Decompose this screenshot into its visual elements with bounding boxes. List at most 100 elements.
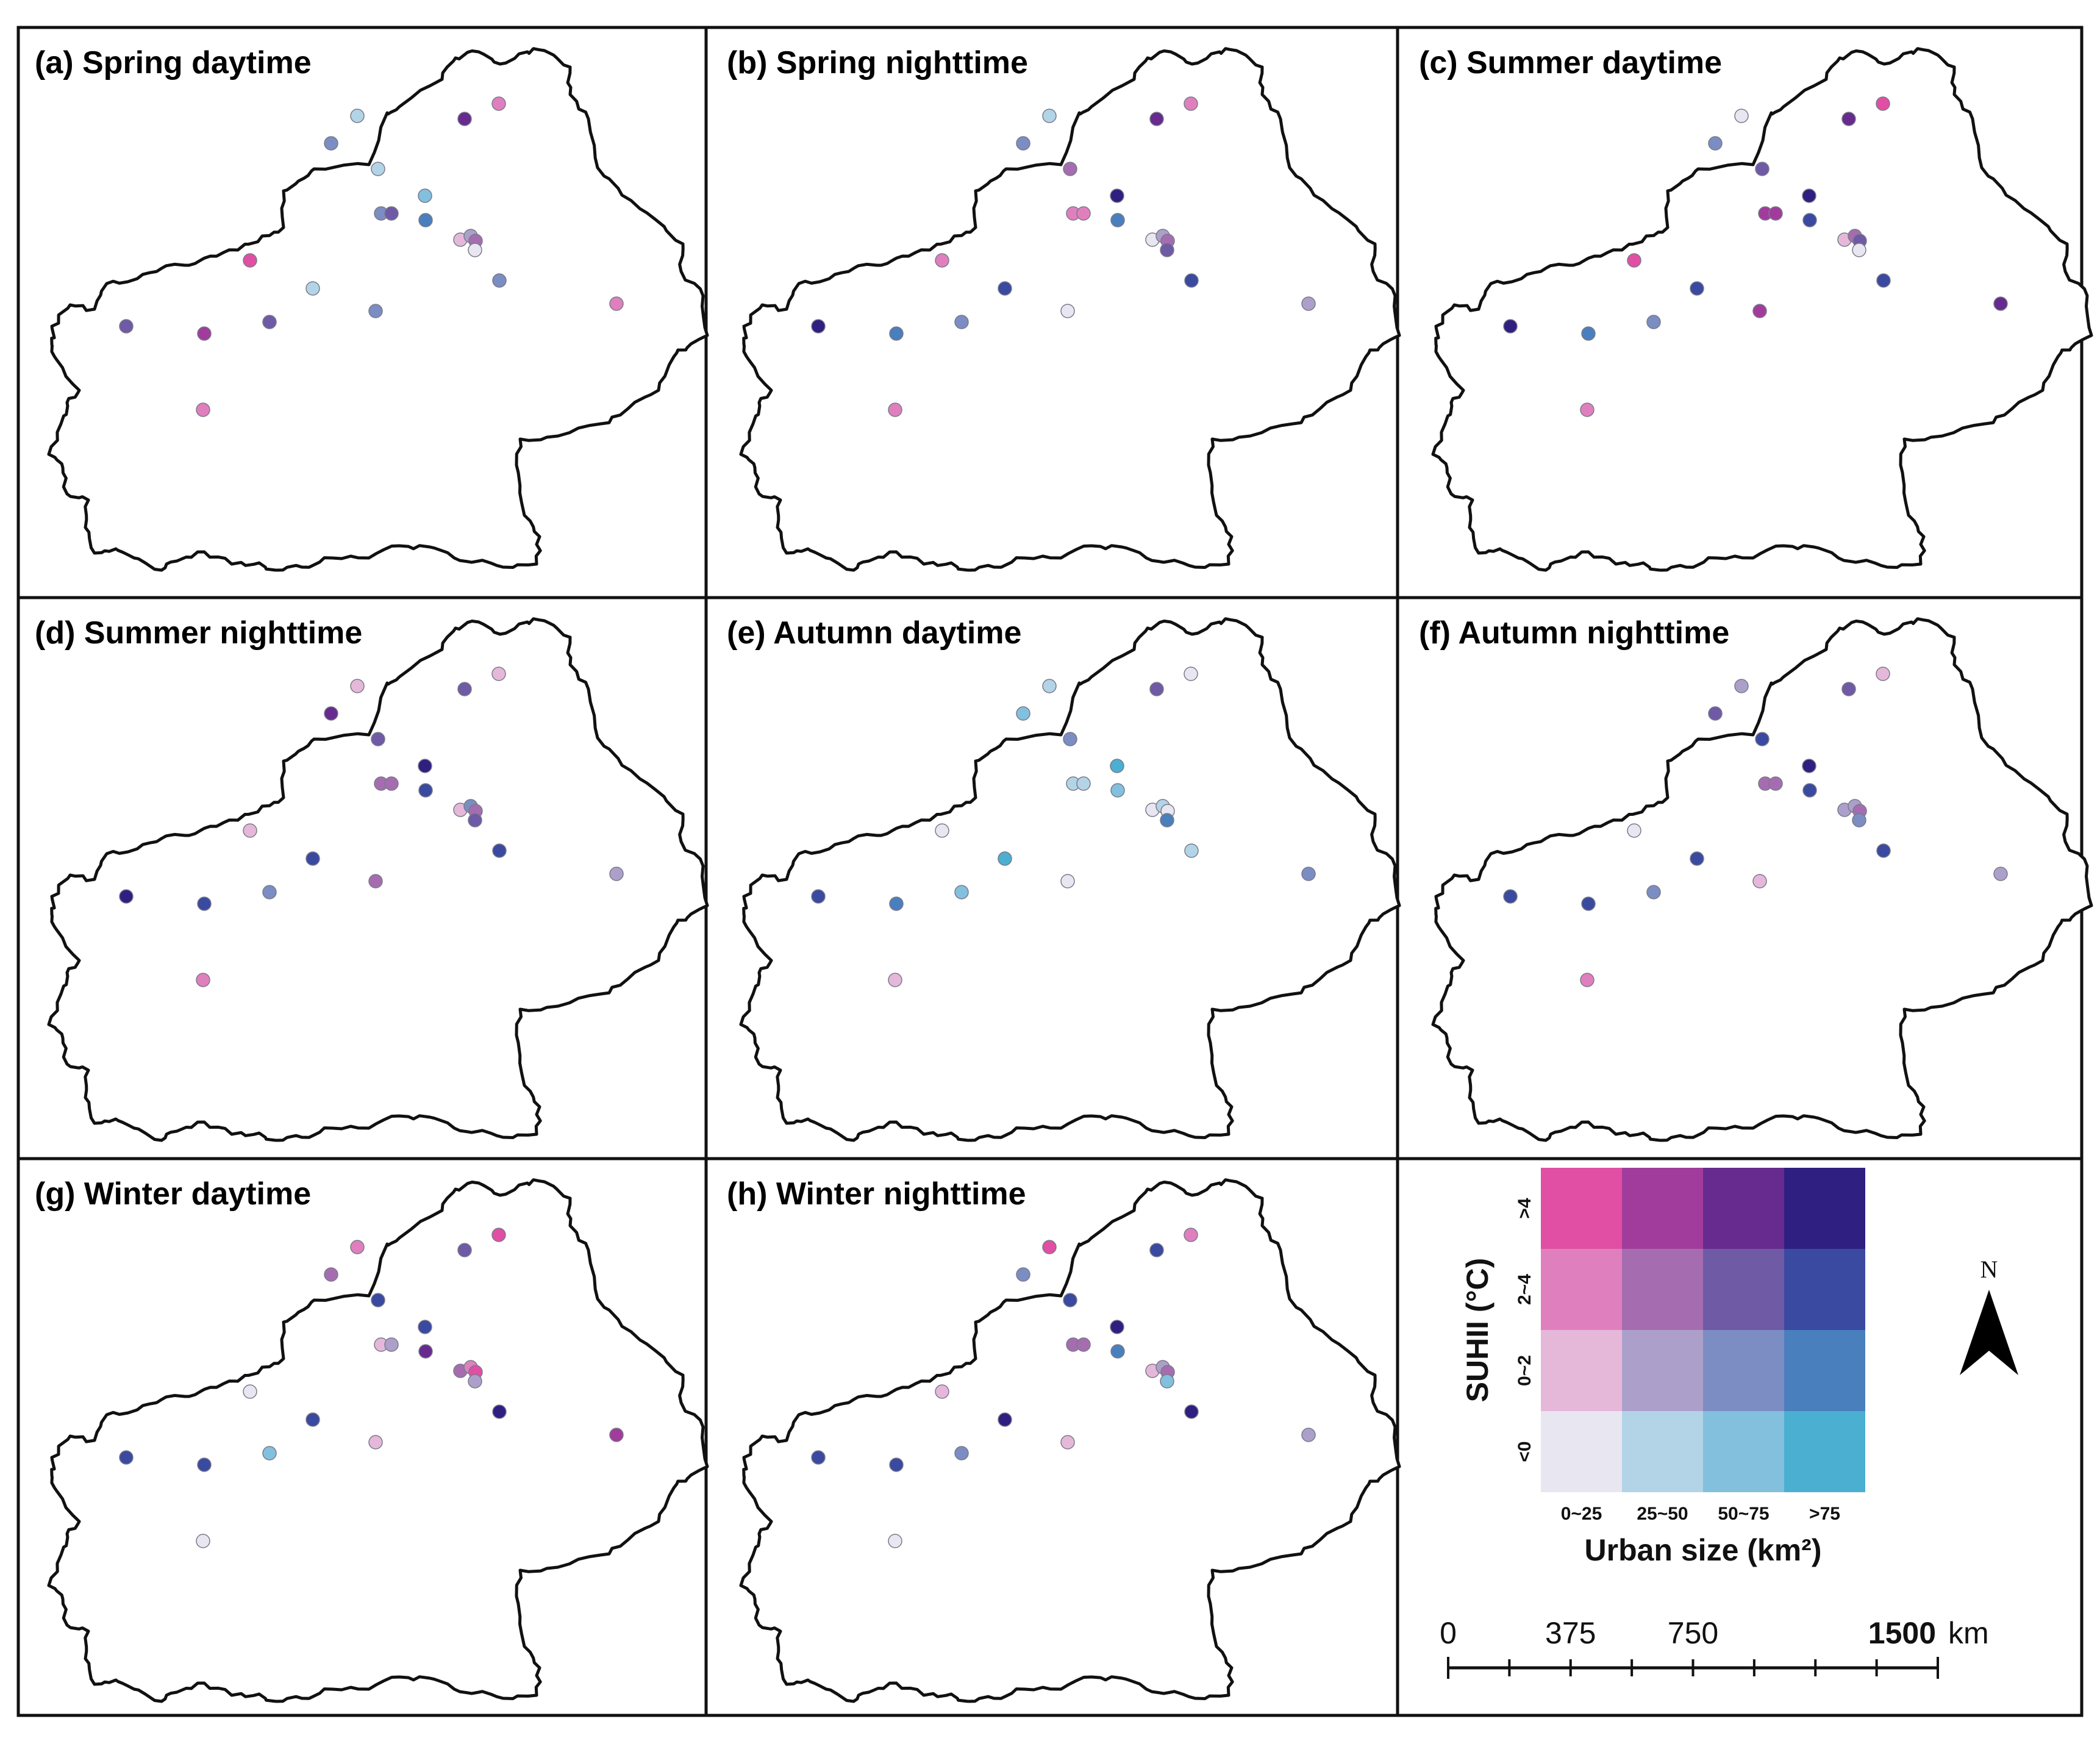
map-panels: (a) Spring daytime (b) Spring nighttime (c… xyxy=(35,45,2093,1703)
city-dot xyxy=(368,1435,383,1450)
legend-cell xyxy=(1784,1168,1865,1249)
city-dot xyxy=(119,889,134,904)
panel-title: (c) Summer daytime xyxy=(1419,45,1722,80)
city-dot xyxy=(368,874,383,888)
city-dot xyxy=(305,1412,320,1427)
city-dot xyxy=(1802,759,1816,773)
city-dot xyxy=(350,109,365,123)
city-dot xyxy=(998,1412,1012,1427)
city-dot xyxy=(811,889,826,904)
city-dot xyxy=(196,973,210,987)
city-dot xyxy=(1841,682,1856,696)
legend-cell xyxy=(1622,1330,1703,1411)
city-dot xyxy=(1734,679,1749,693)
legend-y-tick: >4 xyxy=(1515,1198,1535,1219)
city-dot xyxy=(1581,896,1596,911)
north-arrow: N xyxy=(1960,1256,2018,1375)
city-dot xyxy=(350,679,365,693)
city-dot xyxy=(1110,759,1124,773)
map-panel: (c) Summer daytime xyxy=(1419,45,2093,572)
city-dot xyxy=(1581,326,1596,341)
city-dot xyxy=(1876,843,1891,858)
city-dot xyxy=(1110,1320,1124,1334)
city-dot xyxy=(262,315,277,329)
city-dot xyxy=(384,1337,399,1352)
city-dot xyxy=(262,1446,277,1460)
city-dot xyxy=(1184,1404,1199,1419)
city-dot xyxy=(491,96,506,111)
city-dot xyxy=(888,973,902,987)
city-dot xyxy=(1768,776,1783,791)
city-dot xyxy=(418,213,433,227)
city-dot xyxy=(1708,136,1723,151)
city-dot xyxy=(418,759,432,773)
city-dot xyxy=(1301,1428,1316,1442)
city-dot xyxy=(1016,706,1030,721)
legend-cell xyxy=(1622,1168,1703,1249)
city-dot xyxy=(1755,162,1770,176)
city-dot xyxy=(1852,813,1866,828)
city-dot xyxy=(371,162,385,176)
city-dot xyxy=(1184,667,1198,681)
legend-cell xyxy=(1703,1249,1784,1330)
panel-title: (b) Spring nighttime xyxy=(727,45,1028,80)
city-dot xyxy=(457,682,472,696)
city-dot xyxy=(954,315,969,329)
city-dot xyxy=(1110,213,1125,227)
city-dot xyxy=(1852,243,1866,257)
scale-label: 750 xyxy=(1668,1616,1718,1650)
city-dot xyxy=(1503,889,1518,904)
map-panel: (e) Autumn daytime xyxy=(727,615,1401,1142)
city-dot xyxy=(1646,315,1661,329)
city-dot xyxy=(1802,188,1816,203)
city-dot xyxy=(889,326,904,341)
city-dot xyxy=(1110,1344,1125,1359)
city-dot xyxy=(1110,783,1125,798)
legend-cell xyxy=(1541,1249,1622,1330)
legend-cell xyxy=(1703,1330,1784,1411)
city-dot xyxy=(1734,109,1749,123)
city-dot xyxy=(888,402,902,417)
legend-y-tick: 0~2 xyxy=(1515,1355,1535,1386)
city-dot xyxy=(1160,1374,1174,1389)
city-dot xyxy=(1580,973,1595,987)
panel-title: (f) Autumn nighttime xyxy=(1419,615,1729,651)
legend-x-tick: >75 xyxy=(1809,1504,1840,1524)
map-panel: (h) Winter nighttime xyxy=(727,1176,1401,1703)
city-dot xyxy=(491,1228,506,1242)
city-dot xyxy=(1110,188,1124,203)
city-dot xyxy=(935,253,949,268)
legend-cell xyxy=(1541,1168,1622,1249)
panel-title: (h) Winter nighttime xyxy=(727,1176,1026,1212)
city-dot xyxy=(1016,1267,1030,1282)
city-dot xyxy=(935,1384,949,1399)
city-dot xyxy=(1301,296,1316,311)
city-dot xyxy=(1063,162,1077,176)
city-dot xyxy=(491,667,506,681)
city-dot xyxy=(492,273,507,288)
legend-cell xyxy=(1622,1411,1703,1492)
legend-x-tick: 0~25 xyxy=(1561,1504,1602,1524)
city-dot xyxy=(1060,304,1075,318)
legend-y-title: SUHII (°C) xyxy=(1460,1258,1495,1403)
city-dot xyxy=(1876,667,1890,681)
scale-max-label: 1500 xyxy=(1868,1616,1936,1650)
city-dot xyxy=(1755,732,1770,746)
legend-x-title: Urban size (km²) xyxy=(1585,1533,1822,1567)
panel-title: (a) Spring daytime xyxy=(35,45,312,80)
city-dot xyxy=(1184,273,1199,288)
city-dot xyxy=(1184,843,1199,858)
city-dot xyxy=(1042,109,1057,123)
city-dot xyxy=(457,1243,472,1257)
city-dot xyxy=(368,304,383,318)
city-dot xyxy=(1063,732,1077,746)
city-dot xyxy=(418,783,433,798)
city-dot xyxy=(889,1457,904,1472)
north-arrow-icon xyxy=(1960,1290,2018,1375)
city-dot xyxy=(1076,1337,1091,1352)
city-dot xyxy=(1993,867,2008,881)
city-dot xyxy=(1149,112,1164,126)
city-dot xyxy=(492,843,507,858)
city-dot xyxy=(1752,304,1767,318)
